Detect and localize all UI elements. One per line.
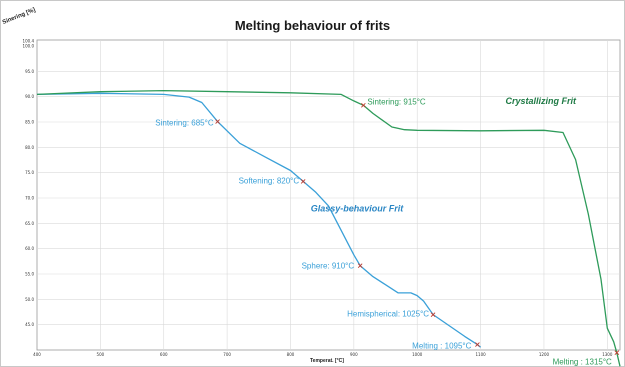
- annotation-marker: [300, 179, 306, 184]
- y-tick-label: 70.0: [25, 196, 34, 201]
- y-tick-label: 75.0: [25, 170, 34, 175]
- y-tick-label: 80.0: [25, 145, 34, 150]
- annotation-label: Melting : 1315°C: [553, 358, 612, 367]
- x-axis-label: Temperat. [°C]: [310, 358, 344, 364]
- annotation-marker: [357, 263, 363, 269]
- y-tick-label: 65.0: [25, 221, 34, 226]
- x-tick-label: 1300: [602, 352, 613, 357]
- x-tick-label: 600: [160, 352, 168, 357]
- x-tick-label: 500: [97, 352, 105, 357]
- y-tick-label: 85.0: [25, 120, 34, 125]
- annotation-marker: [614, 350, 620, 356]
- chart-title: Melting behaviour of frits: [234, 18, 391, 33]
- x-tick-label: 700: [223, 352, 231, 357]
- annotation-marker: [475, 342, 480, 347]
- series-line: [36, 92, 482, 348]
- annotation-label: Sintering: 915°C: [367, 97, 426, 106]
- y-tick-label: 55.0: [25, 272, 34, 277]
- x-tick-label: 1100: [475, 352, 486, 357]
- x-tick-label: 1000: [412, 352, 423, 357]
- series-line: [36, 89, 621, 367]
- y-tick-label: 50.0: [25, 297, 34, 302]
- x-tick-label: 1200: [539, 352, 550, 357]
- annotation-label: Melting : 1095°C: [412, 342, 471, 351]
- annotation-label: Sphere: 910°C: [302, 262, 355, 271]
- annotation-label: Sintering: 685°C: [155, 119, 214, 128]
- y-tick-label: 60.0: [25, 246, 34, 251]
- annotation-marker: [361, 102, 366, 108]
- series-label: Glassy-behaviour Frit: [311, 203, 405, 213]
- plot-area: [36, 39, 621, 351]
- annotation-label: Softening: 820°C: [239, 176, 300, 185]
- x-tick-label: 900: [350, 352, 358, 357]
- y-tick-label: 100.4: [23, 39, 35, 44]
- annotation-label: Hemispherical: 1025°C: [347, 310, 429, 319]
- x-tick-label: 800: [287, 352, 295, 357]
- annotation-marker: [215, 119, 220, 124]
- y-tick-label: 100.0: [23, 44, 35, 49]
- y-tick-label: 90.0: [25, 94, 34, 99]
- y-tick-label: 95.0: [25, 69, 34, 74]
- x-tick-label: 400: [33, 352, 41, 357]
- annotation-marker: [430, 312, 436, 317]
- series-label: Crystallizing Frit: [506, 96, 578, 106]
- y-tick-label: 45.0: [25, 322, 34, 327]
